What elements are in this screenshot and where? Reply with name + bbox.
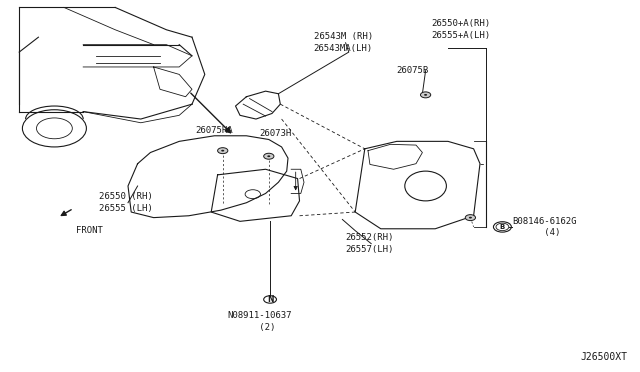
Circle shape	[420, 92, 431, 98]
Text: 26075B: 26075B	[397, 66, 429, 75]
Circle shape	[268, 155, 270, 157]
Text: 26552(RH)
26557(LH): 26552(RH) 26557(LH)	[346, 233, 394, 254]
Text: J26500XT: J26500XT	[580, 352, 627, 362]
Text: N08911-10637
      (2): N08911-10637 (2)	[227, 311, 292, 332]
Circle shape	[469, 217, 472, 218]
Text: 26073H: 26073H	[259, 129, 291, 138]
Text: FRONT: FRONT	[76, 226, 102, 235]
Text: 26550+A(RH)
26555+A(LH): 26550+A(RH) 26555+A(LH)	[431, 19, 490, 40]
Circle shape	[218, 148, 228, 154]
Text: B08146-6162G
      (4): B08146-6162G (4)	[512, 217, 577, 237]
Circle shape	[424, 94, 427, 96]
Text: 26550 (RH)
26555 (LH): 26550 (RH) 26555 (LH)	[99, 192, 153, 213]
Text: 26543M (RH)
26543MA(LH): 26543M (RH) 26543MA(LH)	[314, 32, 372, 53]
Circle shape	[221, 150, 224, 151]
Circle shape	[264, 153, 274, 159]
Text: 26075HA: 26075HA	[195, 126, 233, 135]
Text: N: N	[267, 295, 273, 304]
Circle shape	[465, 215, 476, 221]
Text: B: B	[500, 224, 505, 230]
